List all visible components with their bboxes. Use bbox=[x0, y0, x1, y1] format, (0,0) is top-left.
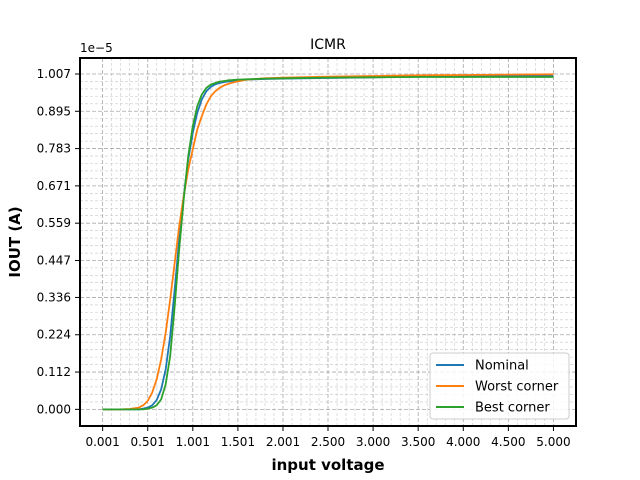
x-tick-label: 1.501 bbox=[221, 435, 255, 449]
y-tick-label: 0.447 bbox=[37, 253, 71, 267]
x-tick-label: 0.001 bbox=[85, 435, 119, 449]
legend-box bbox=[429, 352, 570, 420]
legend-label: Best corner bbox=[475, 401, 550, 416]
y-tick-label: 0.224 bbox=[37, 328, 71, 342]
series-layer bbox=[102, 73, 554, 411]
y-tick-label: 1.007 bbox=[37, 67, 71, 81]
legend: Nominal Worst corner Best corner bbox=[429, 352, 570, 420]
x-tick-label: 3.500 bbox=[401, 435, 435, 449]
y-axis-label: IOUT (A) bbox=[6, 206, 24, 277]
y-tick-label: 0.895 bbox=[37, 104, 71, 118]
x-tick-label: 1.001 bbox=[176, 435, 210, 449]
x-axis-label: input voltage bbox=[271, 456, 384, 474]
y-tick-label: 0.336 bbox=[37, 290, 71, 304]
x-axis-ticks: 0.001 0.501 1.001 1.501 2.001 2.500 3.000 3.500… bbox=[85, 426, 571, 449]
y-tick-label: 0.783 bbox=[37, 142, 71, 156]
x-tick-label: 4.000 bbox=[446, 435, 480, 449]
y-tick-label: 0.112 bbox=[37, 365, 71, 379]
legend-label: Worst corner bbox=[475, 380, 559, 395]
y-tick-label: 0.000 bbox=[37, 402, 71, 416]
y-axis-ticks: 0.000 0.112 0.224 0.336 0.447 0.559 0.671 0.783… bbox=[37, 67, 80, 416]
y-offset-label: 1e−5 bbox=[80, 41, 113, 55]
x-tick-label: 2.001 bbox=[266, 435, 300, 449]
x-tick-label: 0.501 bbox=[131, 435, 165, 449]
chart-title: ICMR bbox=[310, 37, 346, 53]
x-tick-label: 2.500 bbox=[311, 435, 345, 449]
y-tick-label: 0.671 bbox=[37, 179, 71, 193]
x-tick-label: 3.000 bbox=[356, 435, 390, 449]
series-line-best-corner bbox=[102, 76, 554, 411]
legend-label: Nominal bbox=[475, 359, 529, 374]
y-tick-label: 0.559 bbox=[37, 216, 71, 230]
x-tick-label: 5.000 bbox=[536, 435, 570, 449]
major-grid bbox=[80, 58, 576, 426]
x-tick-label: 4.500 bbox=[491, 435, 525, 449]
